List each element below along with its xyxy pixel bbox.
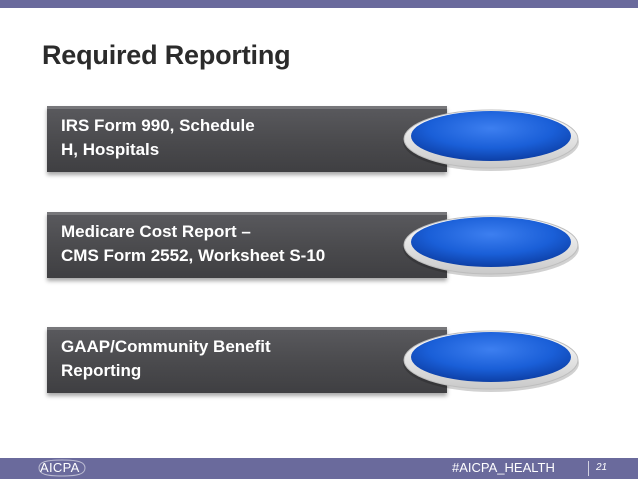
item-bar: GAAP/Community Benefit Reporting — [47, 327, 447, 393]
footer-hashtag: #AICPA_HEALTH — [452, 460, 555, 475]
blue-disc-icon — [401, 329, 581, 393]
reporting-item-irs-990: IRS Form 990, Schedule H, Hospitals — [47, 106, 580, 174]
page-number: 21 — [596, 462, 608, 473]
item-label: GAAP/Community Benefit Reporting — [61, 337, 271, 380]
blue-disc-icon — [401, 214, 581, 278]
aicpa-logo: AICPA — [38, 459, 86, 477]
reporting-item-medicare-cost-report: Medicare Cost Report – CMS Form 2552, Wo… — [47, 212, 580, 280]
footer-divider — [588, 461, 589, 476]
logo-text: AICPA — [40, 460, 80, 475]
reporting-item-gaap-community-benefit: GAAP/Community Benefit Reporting — [47, 327, 580, 395]
footer-bar: AICPA #AICPA_HEALTH 21 — [0, 458, 638, 479]
item-label: Medicare Cost Report – CMS Form 2552, Wo… — [61, 222, 326, 265]
item-bar: IRS Form 990, Schedule H, Hospitals — [47, 106, 447, 172]
slide-title: Required Reporting — [42, 40, 291, 70]
item-label: IRS Form 990, Schedule H, Hospitals — [61, 116, 255, 159]
top-accent-bar — [0, 0, 638, 8]
item-bar: Medicare Cost Report – CMS Form 2552, Wo… — [47, 212, 447, 278]
blue-disc-icon — [401, 108, 581, 172]
